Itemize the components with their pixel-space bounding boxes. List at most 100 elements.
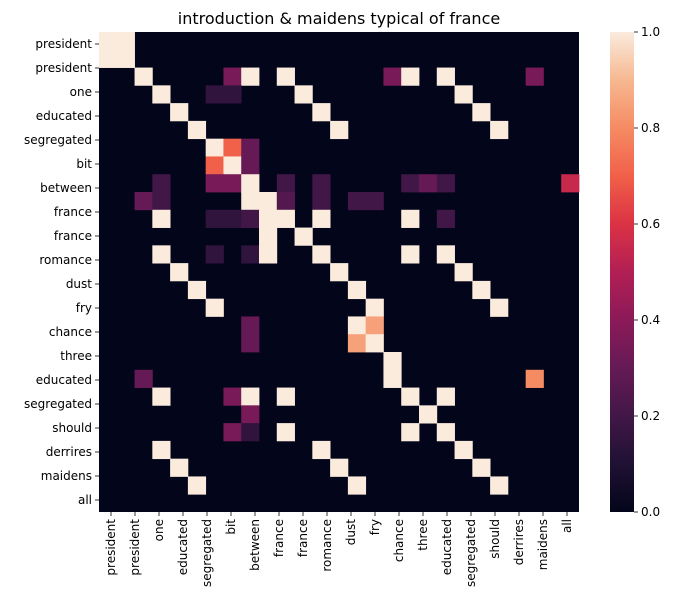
heatmap-cell: [490, 476, 509, 495]
y-tick-label: france: [54, 205, 92, 219]
heatmap-cell: [401, 67, 420, 86]
heatmap-cell: [294, 227, 313, 246]
heatmap-cell: [134, 192, 153, 211]
x-axis: president president one educated segregated b…: [104, 512, 574, 587]
heatmap-cell: [170, 103, 189, 122]
y-tick-label: educated: [36, 373, 92, 387]
heatmap-cell: [472, 458, 491, 477]
heatmap-cell: [383, 352, 402, 371]
colorbar-tick-label: 0.8: [641, 121, 660, 135]
heatmap-cell: [187, 120, 207, 140]
x-tick-label: derrires: [512, 519, 526, 565]
heatmap-cell: [205, 85, 224, 104]
heatmap-cell: [401, 387, 420, 406]
heatmap-cell: [170, 263, 189, 282]
heatmap-cell: [347, 334, 367, 353]
heatmap-cell: [525, 369, 544, 388]
colorbar-tick-label: 0.0: [641, 505, 660, 519]
heatmap-cell: [223, 156, 242, 175]
heatmap-cell: [312, 174, 331, 193]
heatmap-cell: [259, 192, 278, 211]
heatmap-cell: [436, 423, 455, 442]
heatmap-cells: [99, 32, 580, 512]
heatmap-cell: [525, 67, 544, 86]
heatmap-cell: [152, 192, 171, 211]
heatmap-cell: [401, 423, 420, 442]
heatmap-cell: [401, 209, 420, 228]
heatmap-cell: [259, 245, 278, 264]
x-tick-label: france: [272, 519, 286, 557]
heatmap-cell: [276, 387, 295, 406]
heatmap-cell: [436, 245, 455, 264]
heatmap-cell: [330, 120, 349, 140]
heatmap-cell: [454, 263, 473, 282]
y-tick-label: between: [40, 181, 92, 195]
heatmap-cell: [276, 192, 295, 211]
x-tick-label: educated: [176, 519, 190, 575]
heatmap-cell: [312, 440, 331, 460]
heatmap-cell: [223, 174, 242, 193]
y-tick-label: derrires: [46, 445, 92, 459]
x-tick-label: educated: [440, 519, 454, 575]
heatmap-cell: [116, 32, 135, 51]
heatmap-cell: [134, 67, 153, 86]
heatmap-cell: [205, 298, 224, 317]
y-tick-label: romance: [39, 253, 92, 267]
x-tick-label: france: [296, 519, 310, 557]
heatmap-cell: [276, 423, 295, 442]
x-tick-label: president: [128, 519, 142, 576]
heatmap-cell: [241, 67, 260, 86]
y-tick-label: dust: [66, 277, 92, 291]
x-tick-label: fry: [368, 519, 382, 535]
y-tick-label: should: [52, 421, 92, 435]
heatmap-cell: [241, 209, 260, 228]
heatmap-cell: [383, 67, 402, 86]
heatmap-cell: [276, 67, 295, 86]
x-tick-label: one: [152, 519, 166, 541]
heatmap-cell: [223, 209, 242, 228]
colorbar-tick-label: 1.0: [641, 25, 660, 39]
heatmap-cell: [312, 192, 331, 211]
x-tick-label: segregated: [464, 519, 478, 587]
x-tick-label: romance: [320, 519, 334, 572]
y-tick-label: all: [78, 493, 92, 507]
heatmap-cell: [347, 280, 367, 300]
heatmap-cell: [241, 174, 260, 193]
heatmap-cell: [152, 245, 171, 264]
heatmap-cell: [99, 49, 118, 68]
heatmap-cell: [205, 245, 224, 264]
y-tick-label: three: [60, 349, 92, 363]
heatmap-cell: [276, 174, 295, 193]
heatmap-cell: [365, 316, 384, 335]
x-tick-label: bit: [224, 519, 238, 535]
y-tick-label: bit: [76, 157, 92, 171]
heatmap-cell: [436, 67, 455, 86]
heatmap-cell: [223, 423, 242, 442]
heatmap-cell: [241, 138, 260, 157]
heatmap-cell: [205, 209, 224, 228]
heatmap-cell: [347, 316, 367, 335]
heatmap-cell: [294, 85, 313, 104]
heatmap-cell: [383, 369, 402, 388]
heatmap-cell: [241, 192, 260, 211]
heatmap-cell: [259, 209, 278, 228]
heatmap-cell: [330, 458, 349, 477]
heatmap-cell: [223, 67, 242, 86]
heatmap-cell: [241, 423, 260, 442]
y-tick-label: one: [70, 85, 92, 99]
heatmap-cell: [312, 103, 331, 122]
y-tick-label: segregated: [24, 397, 92, 411]
heatmap-cell: [187, 476, 207, 495]
heatmap-cell: [205, 174, 224, 193]
heatmap-cell: [259, 227, 278, 246]
x-tick-label: maidens: [536, 519, 550, 570]
x-tick-label: segregated: [200, 519, 214, 587]
heatmap-cell: [454, 440, 473, 460]
chart-title: introduction & maidens typical of france: [178, 9, 500, 28]
y-tick-label: fry: [76, 301, 92, 315]
colorbar-axis: 0.0 0.2 0.4 0.6 0.8 1.0: [634, 25, 660, 519]
heatmap-cell: [223, 387, 242, 406]
heatmap-cell: [205, 138, 224, 157]
colorbar-tick-label: 0.6: [641, 217, 660, 231]
